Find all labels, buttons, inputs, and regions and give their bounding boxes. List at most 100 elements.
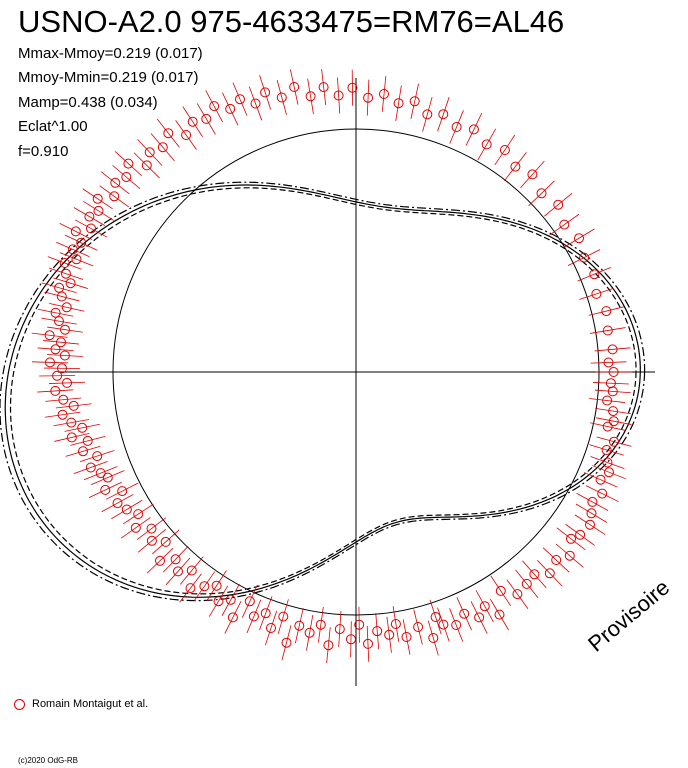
obs-errorbar-38 <box>366 625 370 662</box>
obs-errorbar-40 <box>350 621 352 658</box>
obs-point-36 <box>384 629 395 640</box>
obs-point-67 <box>121 504 132 515</box>
obs-errorbar-99 <box>48 267 84 280</box>
obs-errorbar-24 <box>490 575 512 607</box>
obs-point-105 <box>86 223 96 234</box>
obs-errorbar-152 <box>594 347 631 352</box>
obs-errorbar-134 <box>410 83 419 119</box>
obs-point-43 <box>315 619 326 630</box>
obs-errorbar-64 <box>136 517 167 540</box>
obs-point-48 <box>266 623 276 633</box>
obs-errorbar-94 <box>37 308 74 317</box>
obs-errorbar-115 <box>150 133 175 162</box>
obs-errorbar-142 <box>520 160 545 189</box>
obs-errorbar-145 <box>549 213 580 236</box>
obs-errorbar-95 <box>49 303 85 312</box>
obs-errorbar-151 <box>589 327 626 334</box>
obs-errorbar-121 <box>222 92 239 126</box>
obs-point-22 <box>521 578 532 589</box>
obs-point-5 <box>608 416 619 427</box>
obs-point-4 <box>608 406 619 417</box>
obs-errorbar-63 <box>137 529 167 553</box>
obs-point-115 <box>157 142 168 153</box>
obs-errorbar-77 <box>54 432 90 442</box>
obs-errorbar-125 <box>276 80 287 116</box>
obs-point-101 <box>71 254 82 265</box>
obs-errorbar-13 <box>576 492 609 511</box>
obs-point-80 <box>57 409 68 420</box>
obs-point-57 <box>185 583 196 594</box>
obs-point-90 <box>56 337 66 348</box>
obs-point-72 <box>95 468 106 479</box>
obs-point-114 <box>144 147 155 158</box>
obs-point-121 <box>225 103 236 114</box>
model-curve-upper-dashdot <box>0 181 646 602</box>
obs-errorbar-65 <box>120 517 151 539</box>
obs-errorbar-147 <box>567 249 601 267</box>
obs-errorbar-16 <box>565 523 595 546</box>
obs-point-102 <box>67 244 78 255</box>
stat-mamp: Mamp=0.438 (0.034) <box>18 94 158 111</box>
obs-point-152 <box>607 344 618 355</box>
obs-errorbar-55 <box>206 570 227 601</box>
obs-point-88 <box>59 350 70 361</box>
obs-point-30 <box>438 619 449 630</box>
obs-point-35 <box>390 619 401 629</box>
obs-point-28 <box>459 608 470 619</box>
obs-errorbar-117 <box>175 120 197 150</box>
obs-errorbar-12 <box>585 485 619 502</box>
obs-errorbar-132 <box>381 76 387 112</box>
obs-point-106 <box>84 211 95 222</box>
obs-point-100 <box>59 258 70 268</box>
obs-errorbar-51 <box>241 584 258 618</box>
obs-errorbar-4 <box>595 407 631 415</box>
obs-point-81 <box>68 400 79 411</box>
obs-errorbar-57 <box>179 573 202 603</box>
obs-point-130 <box>347 82 358 93</box>
obs-errorbar-114 <box>137 138 163 166</box>
obs-errorbar-80 <box>44 411 81 418</box>
obs-point-110 <box>110 177 121 188</box>
obs-point-129 <box>333 90 344 101</box>
obs-point-49 <box>260 608 271 619</box>
obs-errorbar-107 <box>83 200 114 221</box>
obs-errorbar-53 <box>221 583 240 616</box>
obs-errorbar-83 <box>37 389 74 393</box>
obs-errorbar-92 <box>47 326 83 333</box>
obs-errorbar-28 <box>456 597 472 631</box>
obs-point-8 <box>601 445 612 455</box>
obs-point-137 <box>451 122 462 132</box>
obs-errorbar-21 <box>522 560 547 589</box>
obs-point-132 <box>379 89 389 99</box>
obs-point-15 <box>585 519 595 530</box>
obs-point-76 <box>82 435 93 446</box>
obs-errorbar-47 <box>277 599 289 634</box>
obs-errorbar-73 <box>73 461 108 474</box>
legend-marker-icon <box>14 698 25 710</box>
obs-errorbar-116 <box>156 118 180 148</box>
obs-point-63 <box>146 535 157 546</box>
model-curves <box>0 181 646 602</box>
obs-point-89 <box>50 344 61 355</box>
obs-errorbar-103 <box>64 234 98 251</box>
obs-point-98 <box>65 278 76 289</box>
obs-errorbar-8 <box>589 444 624 456</box>
obs-errorbar-45 <box>294 608 304 644</box>
obs-errorbar-37 <box>375 613 380 650</box>
obs-errorbar-20 <box>537 560 563 587</box>
obs-point-145 <box>559 219 570 230</box>
obs-point-13 <box>587 496 598 507</box>
obs-errorbar-123 <box>248 86 263 121</box>
obs-errorbar-43 <box>317 606 324 643</box>
obs-point-45 <box>294 620 305 631</box>
obs-errorbar-91 <box>31 332 68 338</box>
obs-errorbar-56 <box>193 571 216 602</box>
obs-point-113 <box>141 160 152 171</box>
obs-errorbar-112 <box>114 151 142 177</box>
obs-point-109 <box>109 191 120 202</box>
chart-title: USNO-A2.0 975-4633475=RM76=AL46 <box>18 4 565 39</box>
obs-errorbar-22 <box>515 569 539 599</box>
obs-errorbar-98 <box>53 277 88 289</box>
obs-errorbar-32 <box>427 620 439 656</box>
obs-errorbar-111 <box>112 165 141 189</box>
